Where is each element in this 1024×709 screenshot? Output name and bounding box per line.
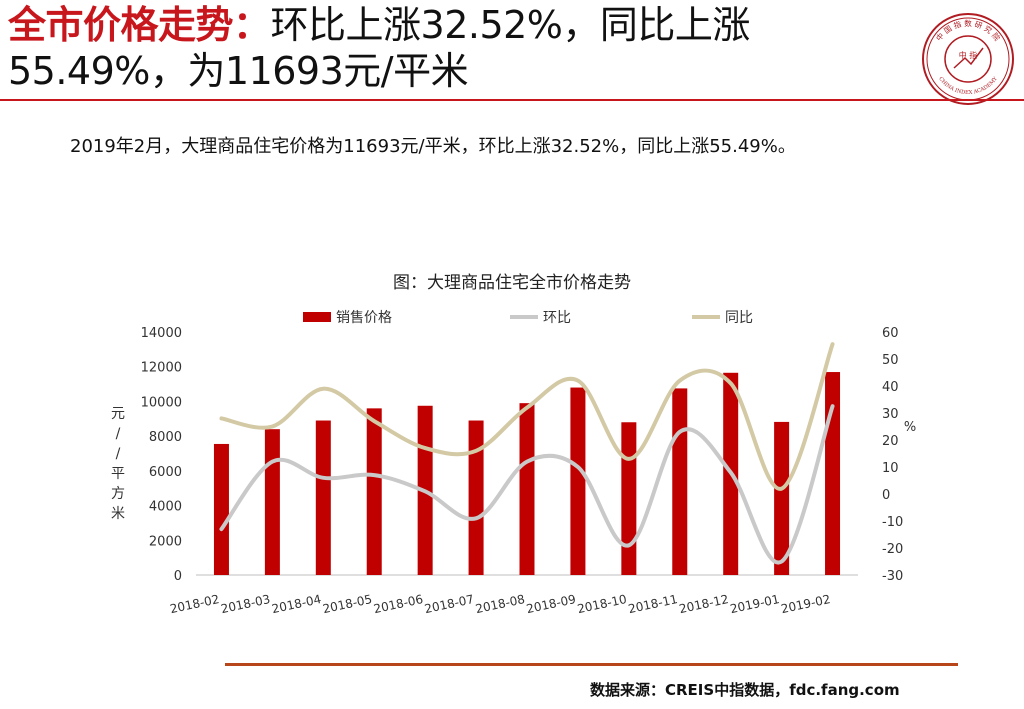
slide-title-accent: 全市价格走势：	[8, 3, 271, 47]
y-left-tick-label: 6000	[149, 465, 182, 480]
y-right-tick-label: 30	[882, 407, 899, 422]
bar-sales-price	[315, 420, 331, 575]
bar-sales-price	[621, 422, 637, 575]
y-right-tick-label: 10	[882, 461, 899, 476]
legend-swatch-sales-price	[303, 312, 331, 322]
y-left-tick-label: 10000	[141, 395, 182, 410]
x-tick-label: 2018-11	[627, 592, 679, 616]
y-left-tick-label: 12000	[141, 361, 182, 376]
x-tick-label: 2018-12	[678, 592, 730, 616]
legend-label: 销售价格	[336, 310, 392, 326]
bar-sales-price	[366, 408, 382, 575]
bar-sales-price	[672, 388, 688, 575]
y-left-axis-label-char: /	[116, 446, 121, 462]
slide-title-rest: 环比上涨32.52%，同比上涨55.49%，为11693元/平米	[8, 3, 750, 93]
logo-bottom-text: CHINA INDEX ACADEMY	[937, 76, 999, 96]
x-tick-label: 2018-07	[423, 592, 475, 616]
svg-text:CHINA INDEX ACADEMY: CHINA INDEX ACADEMY	[937, 76, 999, 96]
data-source-note: 数据来源：CREIS中指数据，fdc.fang.com	[590, 681, 900, 699]
y-right-tick-label: 60	[882, 326, 899, 341]
x-tick-label: 2018-05	[321, 592, 373, 616]
x-tick-label: 2018-06	[372, 592, 424, 616]
y-right-tick-label: -20	[882, 542, 903, 557]
y-right-tick-label: 0	[882, 488, 890, 503]
x-tick-label: 2018-08	[474, 592, 526, 616]
logo-center-text: 中 指	[959, 50, 978, 60]
y-left-axis-label-char: 平	[111, 466, 125, 482]
x-tick-label: 2019-01	[729, 592, 781, 616]
x-tick-label: 2019-02	[780, 592, 832, 616]
line-mom	[219, 404, 835, 565]
y-left-tick-label: 14000	[141, 326, 182, 341]
bar-sales-price	[570, 387, 586, 575]
legend-label: 环比	[543, 310, 571, 326]
y-right-tick-label: -30	[882, 569, 903, 584]
x-tick-label: 2018-04	[270, 592, 322, 616]
y-right-axis-label: %	[904, 420, 916, 435]
y-left-axis-label-char: 米	[111, 506, 125, 522]
y-left-axis-label-char: /	[116, 426, 121, 442]
y-left-tick-label: 0	[174, 569, 182, 584]
y-left-tick-label: 4000	[149, 500, 182, 515]
x-tick-label: 2018-09	[525, 592, 577, 616]
bar-sales-price	[774, 421, 790, 575]
bar-sales-price	[264, 429, 280, 575]
y-left-axis-label-char: 方	[111, 486, 125, 502]
x-tick-label: 2018-02	[169, 592, 221, 616]
china-index-academy-seal-icon: 中 国 指 数 研 究 院 CHINA INDEX ACADEMY 中 指	[921, 12, 1015, 106]
y-right-tick-label: -10	[882, 515, 903, 530]
x-tick-label: 2018-10	[576, 592, 628, 616]
y-left-tick-label: 8000	[149, 430, 182, 445]
title-divider	[0, 99, 1024, 101]
x-tick-label: 2018-03	[220, 592, 272, 616]
price-trend-chart: 0 2000 4000 6000 8000 10000 12000 14000 -30 -20 -1…	[111, 310, 916, 616]
footer-divider	[225, 663, 958, 666]
y-right-tick-label: 50	[882, 353, 899, 368]
summary-text: 2019年2月，大理商品住宅价格为11693元/平米，环比上涨32.52%，同比…	[70, 136, 796, 157]
bar-sales-price	[519, 403, 535, 575]
y-left-tick-label: 2000	[149, 534, 182, 549]
bar-sales-price	[468, 420, 484, 575]
y-right-tick-label: 20	[882, 434, 899, 449]
legend-label: 同比	[725, 310, 753, 326]
y-left-axis-label-char: 元	[111, 406, 125, 422]
bar-sales-price	[213, 443, 229, 575]
y-right-tick-label: 40	[882, 380, 899, 395]
bar-sales-price	[825, 372, 841, 575]
slide-title: 全市价格走势：环比上涨32.52%，同比上涨55.49%，为11693元/平米	[8, 2, 888, 94]
chart-title: 图：大理商品住宅全市价格走势	[393, 273, 631, 293]
line-yoy	[219, 342, 835, 491]
